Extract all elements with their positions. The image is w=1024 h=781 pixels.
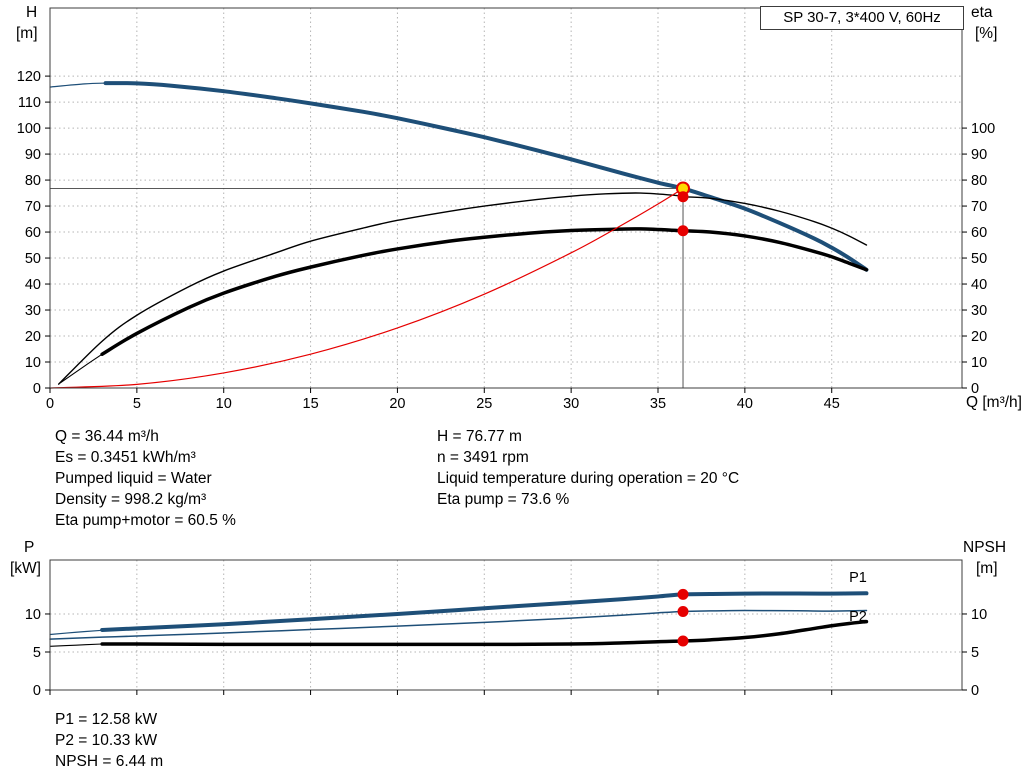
tick-label: 0 [33,381,41,397]
tick-label: 40 [971,277,987,293]
info-line-p1: P1 = 12.58 kW [55,711,158,728]
plot-frame [49,559,963,691]
tick-label: 30 [563,396,579,412]
tick-label: 10 [25,607,41,623]
power-info-block: P1 = 12.58 kW P2 = 10.33 kW NPSH = 6.44 … [55,709,163,772]
p2-curve [49,609,868,640]
tick-label: 45 [824,396,840,412]
duty-info-right-column: H = 76.77 m n = 3491 rpm Liquid temperat… [437,426,739,510]
series-label-p2: P2 [849,609,867,625]
tick-label: 5 [33,645,41,661]
power-npsh-chart: 0 5 10 0 5 10 P1 P2 [25,559,987,699]
tick-label: 100 [971,121,995,137]
tick-label: 0 [33,683,41,699]
info-line-liquid: Pumped liquid = Water [55,470,212,487]
y-left-axis-unit: [m] [16,25,38,42]
npsh-curve [100,619,869,647]
series-label-p1: P1 [849,570,867,586]
tick-label: 80 [971,173,987,189]
tick-label: 5 [971,645,979,661]
chart-title-box: SP 30-7, 3*400 V, 60Hz [760,6,964,30]
tick-label: 60 [25,225,41,241]
tick-label: 15 [303,396,319,412]
info-line-npsh: NPSH = 6.44 m [55,753,164,770]
info-line-p2: P2 = 10.33 kW [55,732,158,749]
eta-pump-marker [677,191,689,203]
tick-label: 40 [737,396,753,412]
tick-label: 30 [25,303,41,319]
tick-label: 100 [17,121,41,137]
tick-label: 0 [971,381,979,397]
p2-marker [677,605,689,617]
tick-label: 35 [650,396,666,412]
power-axis-title: P [24,539,35,556]
tick-label: 30 [971,303,987,319]
info-line-density: Density = 998.2 kg/m³ [55,491,207,508]
info-line-n: n = 3491 rpm [437,449,529,466]
y-left-axis-title: H [26,4,38,21]
tick-label: 120 [17,69,41,85]
qh-eta-chart: 0102030405060708090100110120010203040506… [17,7,995,412]
eta-pump-curve [57,192,868,385]
y-right-axis-title: eta [971,4,993,21]
tick-label: 40 [25,277,41,293]
npsh-axis-title: NPSH [963,539,1007,556]
power-axis-unit: [kW] [10,560,41,577]
x-axis-title: Q [m³/h] [966,394,1022,411]
p1-lead [49,629,103,636]
duty-info-left-column: Q = 36.44 m³/h Es = 0.3451 kWh/m³ Pumped… [55,426,236,531]
tick-label: 10 [216,396,232,412]
npsh-marker [677,635,689,647]
tick-label: 70 [971,199,987,215]
tick-label: 10 [25,355,41,371]
tick-label: 0 [971,683,979,699]
eta-pump-motor-lead [59,353,103,384]
tick-label: 25 [476,396,492,412]
p1-curve [100,591,869,632]
tick-label: 90 [25,147,41,163]
info-line-eta-pump: Eta pump = 73.6 % [437,491,570,508]
tick-label: 20 [25,329,41,345]
info-line-eta-pm: Eta pump+motor = 60.5 % [55,512,236,529]
tick-label: 80 [25,173,41,189]
plot-frame [49,7,963,389]
h-curve-lead [49,82,107,88]
p1-marker [677,588,689,600]
info-line-es: Es = 0.3451 kWh/m³ [55,449,196,466]
info-line-h: H = 76.77 m [437,428,522,445]
tick-label: 70 [25,199,41,215]
tick-label: 90 [971,147,987,163]
npsh-lead [49,643,103,647]
tick-label: 0 [46,396,54,412]
tick-label: 50 [25,251,41,267]
tick-label: 10 [971,607,987,623]
tick-label: 20 [389,396,405,412]
tick-label: 20 [971,329,987,345]
tick-label: 110 [18,95,41,111]
info-line-temperature: Liquid temperature during operation = 20… [437,470,740,487]
info-line-q: Q = 36.44 m³/h [55,428,159,445]
tick-label: 60 [971,225,987,241]
npsh-axis-unit: [m] [976,560,998,577]
tick-label: 5 [133,396,141,412]
tick-label: 10 [971,355,987,371]
operating-curve [49,187,684,389]
y-right-axis-unit: [%] [975,25,998,42]
eta-pump-motor-curve [100,227,869,356]
tick-label: 50 [971,251,987,267]
h-curve [103,81,869,272]
eta-pump-motor-marker [677,225,689,237]
